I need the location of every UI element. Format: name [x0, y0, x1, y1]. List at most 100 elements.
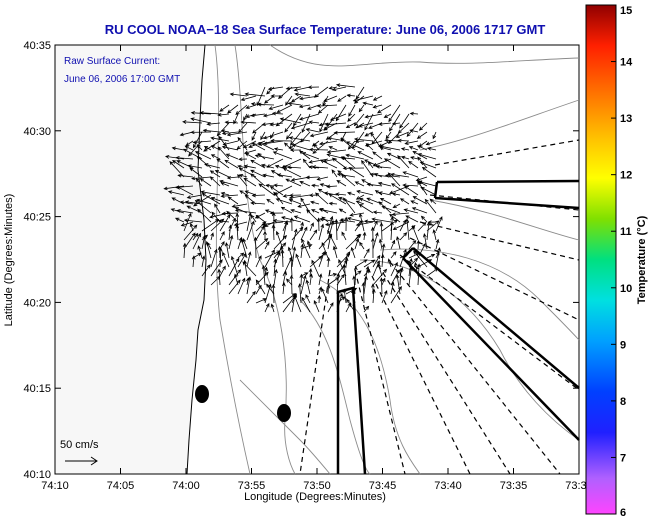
- current-vector: [352, 95, 374, 102]
- current-vector: [354, 270, 362, 277]
- current-vector: [164, 155, 185, 160]
- current-vector: [260, 163, 275, 169]
- current-vector: [273, 183, 284, 188]
- current-vector: [270, 138, 293, 143]
- current-vector: [271, 211, 276, 232]
- current-vector: [417, 242, 426, 259]
- current-vector: [269, 186, 284, 196]
- current-vector: [309, 255, 323, 268]
- current-vector: [221, 131, 239, 136]
- legend-line-2: June 06, 2006 17:00 GMT: [64, 74, 180, 85]
- current-vector: [336, 272, 341, 295]
- current-vector: [186, 194, 203, 199]
- current-vector: [409, 111, 419, 116]
- current-vector: [300, 226, 308, 241]
- current-vector: [352, 275, 356, 295]
- current-vector: [228, 257, 240, 277]
- buoy-marker: [195, 385, 209, 403]
- current-vector: [262, 222, 267, 232]
- current-vector: [308, 158, 329, 164]
- current-vector: [309, 131, 329, 138]
- current-vector: [282, 167, 302, 178]
- current-vector: [365, 143, 374, 151]
- current-vector: [308, 147, 329, 152]
- current-vector: [347, 191, 356, 196]
- current-vector: [271, 283, 276, 304]
- current-vector: [331, 86, 347, 92]
- chart-title: RU COOL NOAA−18 Sea Surface Temperature:…: [105, 22, 546, 37]
- current-vector: [403, 208, 419, 214]
- current-vector: [264, 240, 270, 250]
- current-vector: [250, 169, 266, 178]
- current-vector: [240, 95, 257, 101]
- current-vector: [243, 177, 257, 187]
- current-vector: [299, 181, 311, 187]
- current-vector: [263, 95, 275, 104]
- current-vector: [390, 239, 396, 250]
- current-vector: [371, 288, 376, 304]
- current-vector: [264, 266, 268, 277]
- current-vector: [220, 182, 230, 187]
- current-vector: [266, 86, 275, 95]
- x-tick-label: 74:00: [172, 480, 200, 492]
- current-vector: [326, 257, 331, 268]
- current-vector: [334, 218, 339, 241]
- current-vector: [372, 254, 381, 268]
- current-vector: [284, 122, 293, 133]
- current-vector: [273, 268, 278, 286]
- current-vector: [358, 104, 365, 113]
- current-vector: [250, 173, 266, 187]
- current-vector: [264, 250, 281, 259]
- current-vector: [219, 214, 231, 232]
- current-vector: [222, 251, 230, 268]
- current-vector: [273, 147, 284, 152]
- current-vector: [329, 113, 347, 121]
- current-vector: [251, 193, 266, 198]
- current-vector: [341, 156, 356, 169]
- current-vector: [201, 218, 220, 232]
- current-vector: [287, 101, 302, 106]
- current-vector: [254, 154, 275, 160]
- current-vector: [255, 225, 265, 241]
- current-vector: [255, 279, 266, 295]
- current-vector: [182, 120, 203, 124]
- current-vector: [197, 208, 212, 223]
- scale-label: 50 cm/s: [60, 439, 99, 451]
- current-vector: [317, 294, 322, 304]
- current-vector: [325, 184, 338, 189]
- current-vector: [319, 113, 329, 133]
- current-vector: [295, 253, 302, 268]
- current-vector: [226, 131, 248, 137]
- x-tick-label: 73:50: [303, 480, 331, 492]
- current-vector: [233, 113, 239, 125]
- current-vector: [224, 159, 239, 169]
- current-vector: [371, 217, 392, 223]
- current-vector: [192, 232, 201, 250]
- current-vector: [210, 232, 214, 241]
- current-vector: [358, 197, 374, 205]
- y-tick-label: 40:20: [23, 297, 51, 309]
- current-vector: [234, 207, 248, 214]
- current-vector: [426, 254, 436, 259]
- current-vector: [280, 206, 293, 214]
- current-vector: [384, 173, 401, 178]
- current-vector: [266, 198, 275, 205]
- current-vector: [402, 171, 419, 178]
- current-vector: [221, 145, 239, 151]
- current-vector: [328, 146, 338, 151]
- y-axis-label: Latitude (Degrees:Minutes): [3, 194, 15, 327]
- current-vector: [392, 203, 401, 209]
- current-vector: [417, 153, 437, 160]
- current-vector: [305, 294, 311, 304]
- current-vector: [180, 221, 194, 227]
- current-vector: [397, 155, 410, 169]
- current-vector: [408, 160, 419, 169]
- current-vector: [244, 152, 257, 160]
- current-vector: [177, 173, 194, 178]
- current-vector: [429, 198, 437, 205]
- current-vector: [404, 185, 419, 196]
- current-vector: [413, 250, 428, 268]
- current-vector: [337, 170, 347, 178]
- coastline: [54, 44, 207, 475]
- current-vector: [364, 113, 374, 131]
